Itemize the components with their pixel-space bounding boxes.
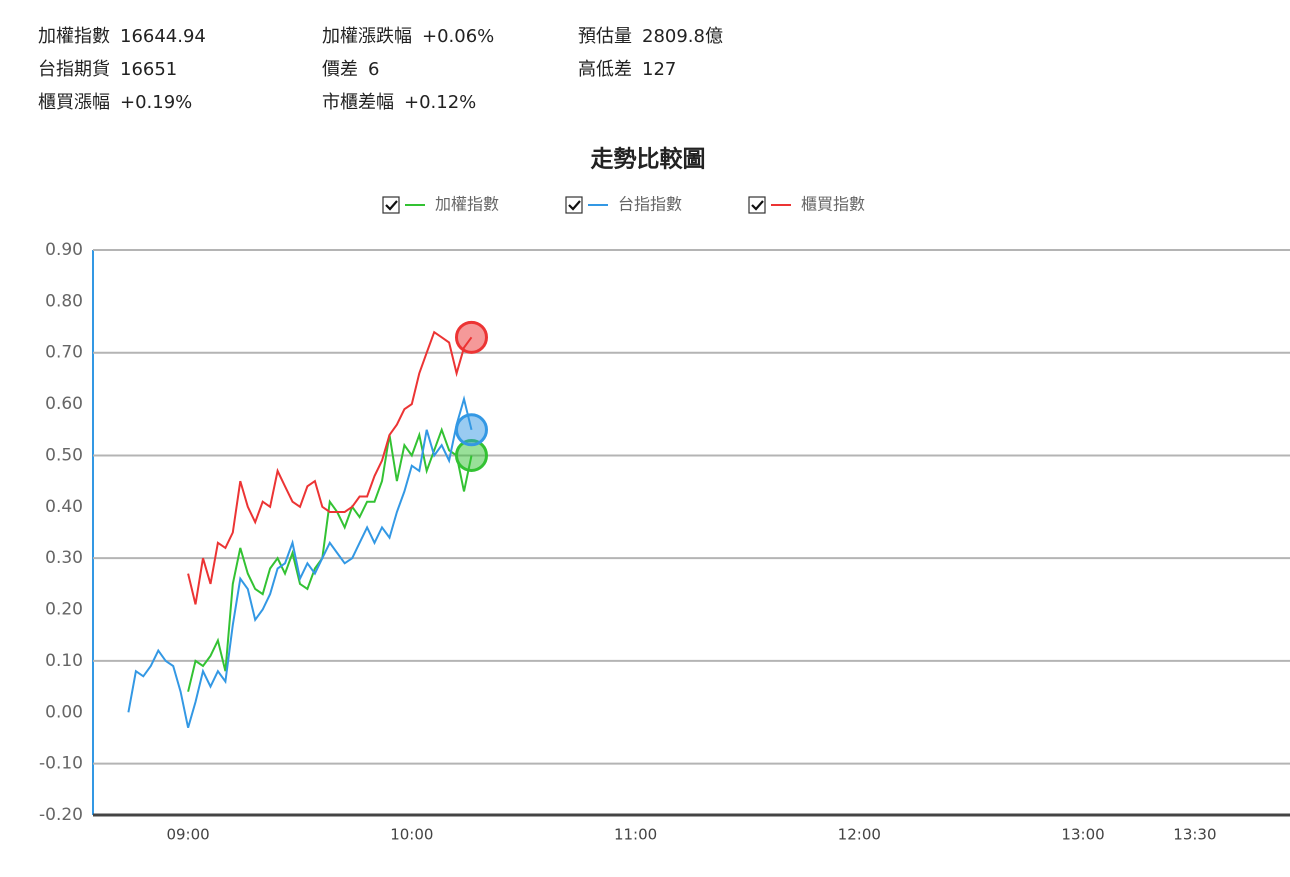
series-line bbox=[127, 395, 473, 728]
x-tick-label: 09:00 bbox=[166, 826, 209, 844]
y-tick-label: 0.00 bbox=[45, 702, 83, 722]
x-tick-label: 13:00 bbox=[1061, 826, 1104, 844]
y-tick-label: -0.20 bbox=[39, 805, 83, 825]
y-tick-label: 0.60 bbox=[45, 394, 83, 414]
y-tick-label: 0.80 bbox=[45, 291, 83, 311]
info-label: 櫃買漲幅 bbox=[38, 92, 110, 113]
y-tick-label: -0.10 bbox=[39, 754, 83, 774]
y-tick-label: 0.10 bbox=[45, 651, 83, 671]
x-tick-label: 10:00 bbox=[390, 826, 433, 844]
x-tick-label: 13:30 bbox=[1173, 826, 1216, 844]
chart-title: 走勢比較圖 bbox=[591, 146, 706, 173]
info-value: +0.12% bbox=[404, 92, 476, 113]
info-value: +0.19% bbox=[120, 92, 192, 113]
legend-label[interactable]: 台指指數 bbox=[618, 195, 682, 214]
info-label: 市櫃差幅 bbox=[322, 92, 394, 113]
info-value: 2809.8億 bbox=[642, 26, 723, 47]
info-label: 價差 bbox=[322, 59, 358, 80]
y-tick-label: 0.20 bbox=[45, 600, 83, 620]
y-tick-label: 0.30 bbox=[45, 548, 83, 568]
info-value: 16651 bbox=[120, 59, 177, 80]
legend-checkbox[interactable] bbox=[565, 196, 583, 214]
legend-checkbox[interactable] bbox=[382, 196, 400, 214]
y-tick-label: 0.50 bbox=[45, 445, 83, 465]
legend-checkbox[interactable] bbox=[748, 196, 766, 214]
info-value: 6 bbox=[368, 59, 379, 80]
series-line bbox=[187, 426, 473, 692]
legend-label[interactable]: 加權指數 bbox=[435, 195, 499, 214]
info-label: 加權指數 bbox=[38, 26, 110, 47]
info-value: 16644.94 bbox=[120, 26, 206, 47]
last-point-marker bbox=[454, 320, 488, 354]
info-label: 加權漲跌幅 bbox=[322, 26, 412, 47]
y-tick-label: 0.40 bbox=[45, 497, 83, 517]
info-label: 台指期貨 bbox=[38, 59, 110, 80]
info-label: 高低差 bbox=[578, 59, 632, 80]
legend-check bbox=[751, 200, 764, 211]
y-tick-label: 0.70 bbox=[45, 343, 83, 363]
legend-check bbox=[385, 200, 398, 211]
x-tick-label: 11:00 bbox=[614, 826, 657, 844]
y-tick-label: 0.90 bbox=[45, 240, 83, 260]
last-point-marker bbox=[454, 413, 488, 447]
info-label: 預估量 bbox=[578, 26, 632, 47]
info-value: 127 bbox=[642, 59, 676, 80]
x-tick-label: 12:00 bbox=[838, 826, 881, 844]
series-line bbox=[187, 330, 473, 605]
legend-label[interactable]: 櫃買指數 bbox=[801, 195, 865, 214]
legend-check bbox=[568, 200, 581, 211]
info-value: +0.06% bbox=[422, 26, 494, 47]
